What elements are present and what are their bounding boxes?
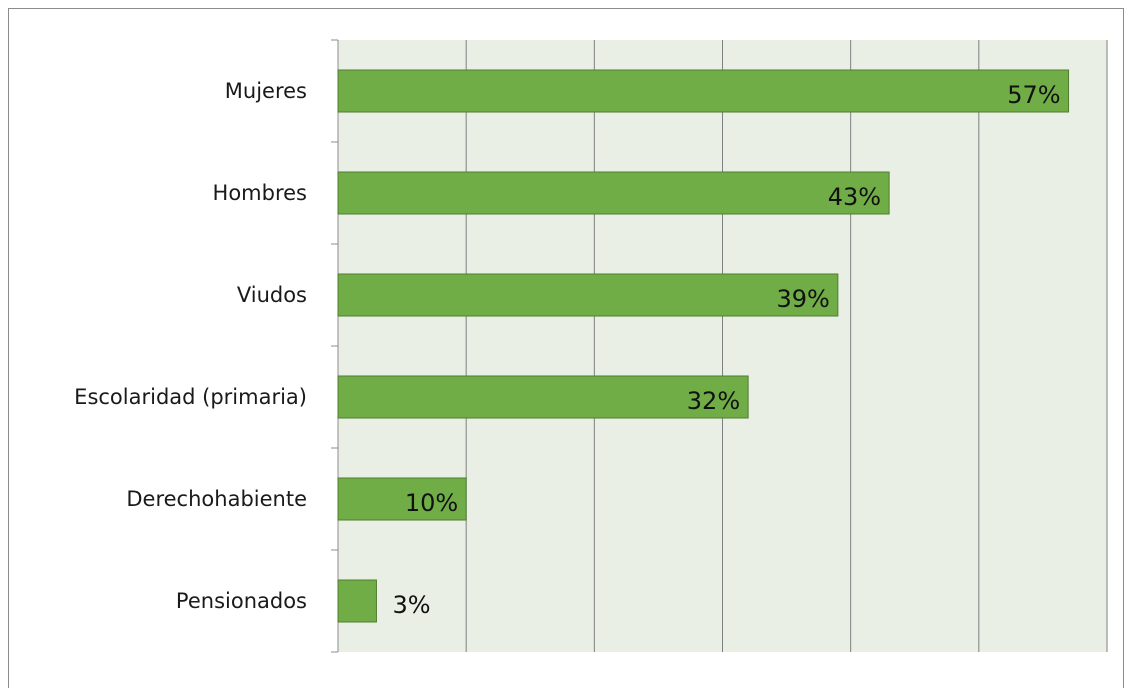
data-label: 39% xyxy=(777,285,830,313)
data-label: 57% xyxy=(1007,81,1060,109)
data-label: 32% xyxy=(687,387,740,415)
bar xyxy=(337,69,1070,113)
bar xyxy=(337,273,839,317)
category-label: Pensionados xyxy=(176,589,307,613)
y-axis xyxy=(331,39,339,653)
bars xyxy=(337,69,1070,623)
gridlines xyxy=(465,40,1108,652)
bar xyxy=(337,477,467,521)
category-label: Hombres xyxy=(213,181,307,205)
data-labels: 57% 43% 39% 32% 10% 3% xyxy=(392,81,1060,619)
category-label: Viudos xyxy=(237,283,307,307)
bar xyxy=(337,375,749,419)
bar xyxy=(337,171,890,215)
category-label: Derechohabiente xyxy=(126,487,307,511)
data-label: 3% xyxy=(392,591,430,619)
category-label: Escolaridad (primaria) xyxy=(74,385,307,409)
category-label: Mujeres xyxy=(225,79,307,103)
bar xyxy=(337,579,377,623)
data-label: 10% xyxy=(405,489,458,517)
category-labels: Mujeres Hombres Viudos Escolaridad (primari… xyxy=(74,79,307,613)
data-label: 43% xyxy=(828,183,881,211)
